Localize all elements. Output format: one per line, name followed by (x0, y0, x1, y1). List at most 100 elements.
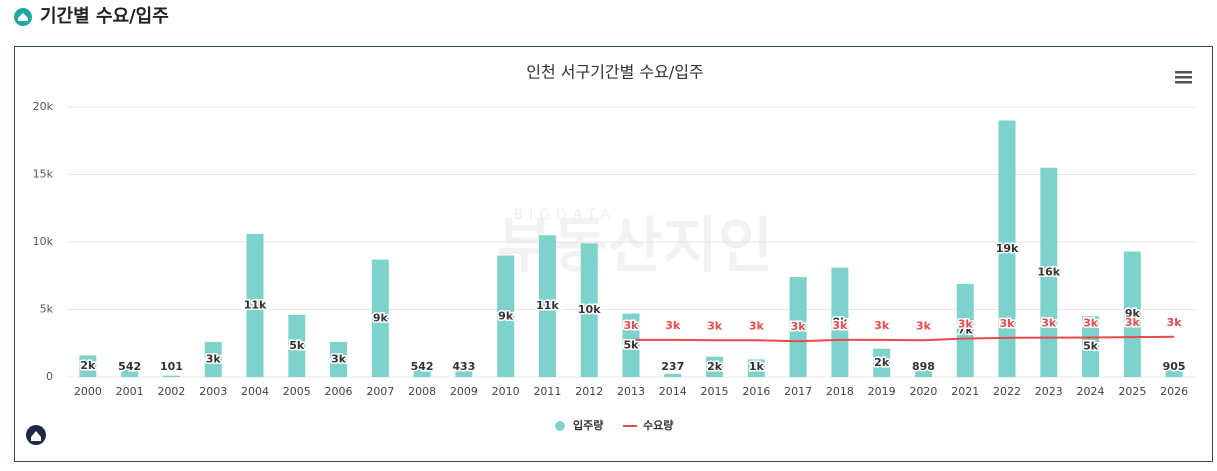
x-tick-label: 2021 (951, 385, 979, 398)
x-tick-label: 2026 (1160, 385, 1188, 398)
bar (330, 341, 348, 377)
data-label: 5k (289, 339, 305, 352)
bar (162, 375, 180, 377)
bar (1123, 251, 1141, 377)
data-label: 5k (1083, 340, 1099, 353)
x-tick-label: 2016 (742, 385, 770, 398)
bar (789, 277, 807, 377)
data-label: 3k (832, 319, 848, 332)
bar (413, 369, 431, 377)
bar (538, 235, 556, 377)
x-tick-label: 2020 (909, 385, 937, 398)
bar (831, 267, 849, 377)
bar (1082, 316, 1100, 377)
x-tick-label: 2012 (575, 385, 603, 398)
data-label: 542 (118, 360, 141, 373)
data-label: 7k (791, 320, 807, 333)
data-label: 11k (244, 298, 267, 311)
watermark: BIGDATA (514, 207, 617, 223)
y-tick-label: 20k (33, 100, 54, 113)
legend-label: 수요량 (643, 419, 673, 432)
data-label: 433 (452, 360, 475, 373)
y-tick-label: 5k (40, 303, 54, 316)
data-label: 8k (832, 315, 848, 328)
x-tick-label: 2004 (241, 385, 269, 398)
data-label: 3k (707, 319, 723, 332)
data-label: 2k (80, 359, 96, 372)
data-label: 5k (624, 338, 640, 351)
data-label: 9k (1125, 307, 1141, 320)
x-tick-label: 2007 (366, 385, 394, 398)
bar (622, 313, 640, 377)
y-tick-label: 15k (33, 168, 54, 181)
x-tick-label: 2005 (283, 385, 311, 398)
data-label: 3k (874, 319, 890, 332)
bar (873, 348, 891, 377)
data-label: 3k (958, 318, 974, 331)
x-tick-label: 2006 (325, 385, 353, 398)
x-tick-label: 2018 (826, 385, 854, 398)
bar (914, 364, 932, 377)
data-label: 19k (996, 242, 1019, 255)
menu-icon[interactable] (1175, 71, 1192, 84)
y-tick-label: 0 (46, 370, 53, 383)
data-label: 2k (874, 356, 890, 369)
x-tick-label: 2014 (659, 385, 687, 398)
data-label: 9k (498, 309, 514, 322)
bar (998, 120, 1016, 377)
x-tick-label: 2019 (868, 385, 896, 398)
x-tick-label: 2002 (157, 385, 185, 398)
header-title: 기간별 수요/입주 (40, 5, 169, 27)
header-icon-house (18, 13, 28, 21)
bar (246, 233, 264, 377)
data-label: 2k (707, 360, 723, 373)
bar (580, 243, 598, 377)
data-label: 3k (1000, 317, 1016, 330)
x-tick-label: 2024 (1077, 385, 1105, 398)
bar (204, 341, 222, 377)
data-label: 3k (624, 319, 640, 332)
data-label: 3k (665, 319, 681, 332)
data-label: 3k (1083, 316, 1099, 329)
data-label: 3k (206, 352, 222, 365)
x-tick-label: 2003 (199, 385, 227, 398)
x-tick-label: 2022 (993, 385, 1021, 398)
bar (747, 359, 765, 377)
data-label: 3k (791, 320, 807, 333)
data-label: 898 (912, 360, 935, 373)
logo-house (31, 431, 41, 441)
data-label: 11k (536, 299, 559, 312)
data-label: 16k (1037, 265, 1060, 278)
bar (455, 371, 473, 377)
menu-bar (1175, 76, 1192, 79)
data-label: 1k (749, 360, 765, 373)
bar (664, 373, 682, 377)
x-tick-label: 2013 (617, 385, 645, 398)
legend-symbol (555, 421, 565, 431)
bar (497, 255, 515, 377)
menu-bar (1175, 71, 1192, 74)
x-tick-label: 2017 (784, 385, 812, 398)
data-label: 101 (160, 360, 183, 373)
x-tick-label: 2008 (408, 385, 436, 398)
x-tick-label: 2000 (74, 385, 102, 398)
menu-bar (1175, 81, 1192, 84)
y-tick-label: 10k (33, 235, 54, 248)
x-tick-label: 2010 (492, 385, 520, 398)
data-label: 9k (373, 311, 389, 324)
x-tick-label: 2011 (533, 385, 561, 398)
data-label: 3k (916, 319, 932, 332)
bar (956, 283, 974, 377)
bar (371, 259, 389, 377)
data-label: 3k (1167, 316, 1183, 329)
x-tick-label: 2001 (116, 385, 144, 398)
data-label: 3k (331, 352, 347, 365)
bar (79, 355, 97, 377)
bar (1040, 167, 1058, 377)
x-tick-label: 2009 (450, 385, 478, 398)
data-label: 3k (1125, 316, 1141, 329)
bar (706, 356, 724, 377)
chart-title: 인천 서구기간별 수요/입주 (526, 63, 703, 82)
